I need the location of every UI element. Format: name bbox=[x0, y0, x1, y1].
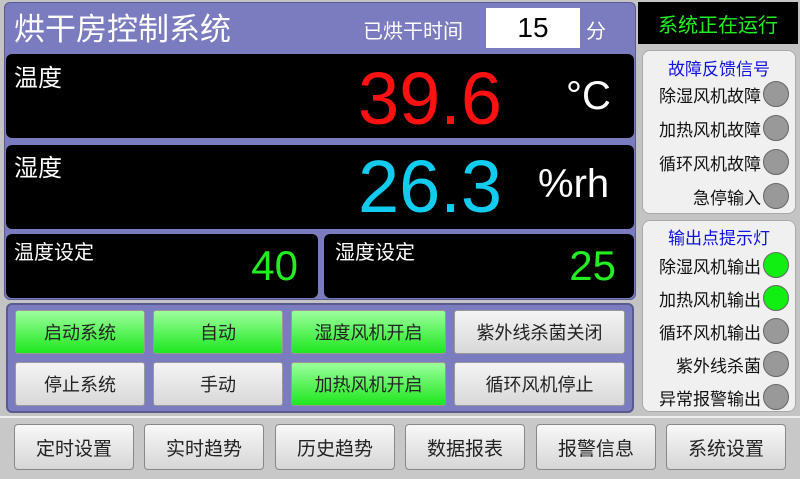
nav-button[interactable]: 历史趋势 bbox=[275, 424, 395, 470]
control-button[interactable]: 自动 bbox=[153, 310, 283, 354]
indicator-lamp-icon bbox=[763, 351, 789, 377]
temperature-value: 39.6 bbox=[357, 57, 502, 140]
nav-button[interactable]: 数据报表 bbox=[405, 424, 525, 470]
indicator-row: 除湿风机故障 bbox=[659, 81, 789, 107]
temperature-label: 温度 bbox=[14, 64, 62, 92]
indicator-label: 除湿风机输出 bbox=[659, 257, 761, 278]
indicator-row: 加热风机输出 bbox=[659, 285, 789, 311]
control-button[interactable]: 启动系统 bbox=[15, 310, 145, 354]
indicator-label: 异常报警输出 bbox=[659, 389, 761, 410]
indicator-lamp-icon bbox=[763, 81, 789, 107]
nav-button[interactable]: 定时设置 bbox=[14, 424, 134, 470]
hum-setpoint-label: 湿度设定 bbox=[335, 240, 415, 264]
temp-setpoint-label: 温度设定 bbox=[14, 240, 94, 264]
hum-setpoint-value[interactable]: 25 bbox=[569, 242, 616, 289]
humidity-value: 26.3 bbox=[357, 145, 502, 228]
hum-setpoint-panel[interactable] bbox=[324, 234, 634, 298]
indicator-label: 加热风机输出 bbox=[659, 290, 761, 311]
elapsed-time-label: 已烘干时间 bbox=[363, 19, 463, 43]
fault-panel-title: 故障反馈信号 bbox=[668, 60, 770, 80]
control-button[interactable]: 循环风机停止 bbox=[454, 362, 625, 406]
output-panel: 输出点提示灯 除湿风机输出 加热风机输出 循环风机输出紫外线杀菌异常报警输出 bbox=[642, 220, 796, 412]
temperature-panel bbox=[6, 54, 634, 138]
indicator-row: 循环风机故障 bbox=[659, 149, 789, 175]
temp-setpoint-panel[interactable] bbox=[6, 234, 318, 298]
indicator-lamp-icon bbox=[763, 252, 789, 278]
page-title: 烘干房控制系统 bbox=[14, 12, 231, 48]
indicator-lamp-icon bbox=[763, 285, 789, 311]
indicator-lamp-icon bbox=[763, 183, 789, 209]
indicator-label: 循环风机输出 bbox=[659, 323, 761, 344]
indicator-lamp-icon bbox=[763, 115, 789, 141]
elapsed-time-value: 15 bbox=[486, 8, 580, 48]
indicator-row: 循环风机输出 bbox=[659, 318, 789, 344]
indicator-row: 紫外线杀菌 bbox=[676, 351, 789, 377]
system-status: 系统正在运行 bbox=[638, 2, 798, 44]
control-button[interactable]: 手动 bbox=[153, 362, 283, 406]
indicator-lamp-icon bbox=[763, 384, 789, 410]
humidity-panel bbox=[6, 145, 634, 229]
indicator-lamp-icon bbox=[763, 149, 789, 175]
fault-panel: 故障反馈信号 除湿风机故障 加热风机故障 循环风机故障急停输入 bbox=[642, 50, 796, 214]
nav-button[interactable]: 系统设置 bbox=[666, 424, 786, 470]
control-button[interactable]: 湿度风机开启 bbox=[291, 310, 446, 354]
output-panel-title: 输出点提示灯 bbox=[668, 229, 770, 249]
indicator-label: 循环风机故障 bbox=[659, 154, 761, 175]
indicator-row: 加热风机故障 bbox=[659, 115, 789, 141]
indicator-row: 急停输入 bbox=[693, 183, 789, 209]
indicator-row: 除湿风机输出 bbox=[659, 252, 789, 278]
indicator-label: 加热风机故障 bbox=[659, 120, 761, 141]
indicator-label: 紫外线杀菌 bbox=[676, 356, 761, 377]
control-button[interactable]: 加热风机开启 bbox=[291, 362, 446, 406]
indicator-label: 除湿风机故障 bbox=[659, 86, 761, 107]
nav-button[interactable]: 实时趋势 bbox=[144, 424, 264, 470]
temperature-unit: °C bbox=[566, 74, 611, 118]
indicator-row: 异常报警输出 bbox=[659, 384, 789, 410]
indicator-lamp-icon bbox=[763, 318, 789, 344]
control-button[interactable]: 紫外线杀菌关闭 bbox=[454, 310, 625, 354]
indicator-label: 急停输入 bbox=[693, 188, 761, 209]
elapsed-time-unit: 分 bbox=[586, 19, 606, 43]
temp-setpoint-value[interactable]: 40 bbox=[251, 242, 298, 289]
nav-button[interactable]: 报警信息 bbox=[536, 424, 656, 470]
humidity-label: 湿度 bbox=[14, 154, 62, 182]
humidity-unit: %rh bbox=[538, 162, 610, 206]
control-button[interactable]: 停止系统 bbox=[15, 362, 145, 406]
